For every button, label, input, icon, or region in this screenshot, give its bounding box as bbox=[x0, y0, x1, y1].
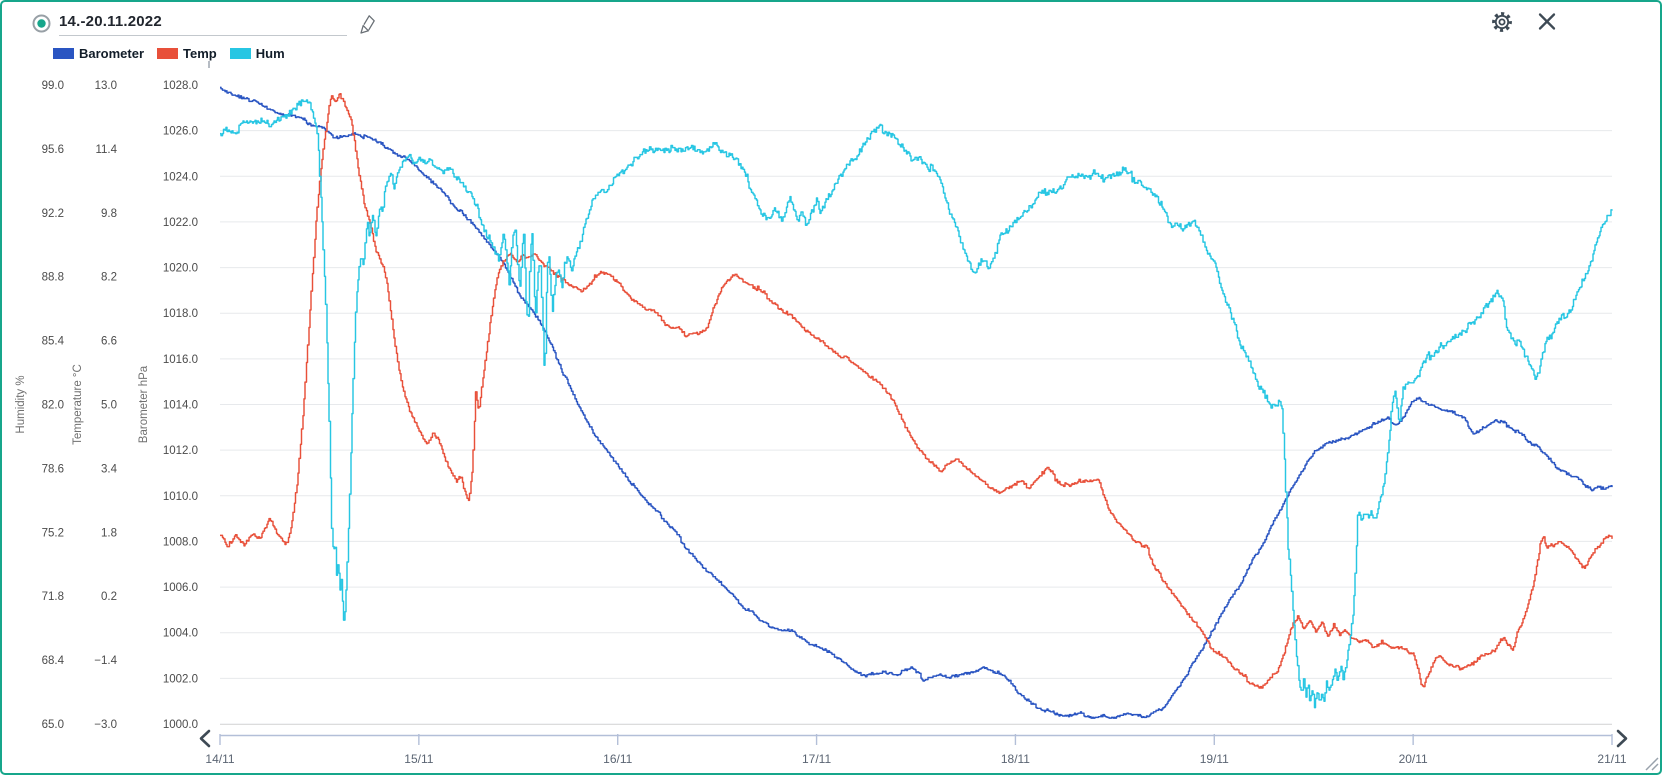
y-tick-label-baro: 1026.0 bbox=[163, 126, 198, 138]
y-tick-label-temp: 0.2 bbox=[101, 591, 117, 603]
y-tick-label-baro: 1024.0 bbox=[163, 171, 198, 183]
header-bar: 14.-20.11.2022 bbox=[2, 2, 1660, 44]
y-tick-label-baro: 1020.0 bbox=[163, 263, 198, 275]
y-tick-label-temp: 8.2 bbox=[101, 272, 117, 284]
y-tick-label-hum: 92.2 bbox=[42, 208, 64, 220]
y-tick-label-hum: 71.8 bbox=[42, 591, 64, 603]
y-tick-label-baro: 1014.0 bbox=[163, 400, 198, 412]
x-tick-label: 14/11 bbox=[205, 752, 234, 766]
y-tick-label-temp: 6.6 bbox=[101, 336, 117, 348]
y-tick-label-baro: 1028.0 bbox=[163, 80, 198, 92]
axis-title-temp: Temperature °C bbox=[72, 364, 84, 445]
legend-item-temp[interactable]: Temp bbox=[157, 46, 217, 61]
y-tick-label-hum: 88.8 bbox=[42, 272, 64, 284]
resize-handle-icon[interactable] bbox=[1645, 757, 1659, 771]
x-tick-label: 19/11 bbox=[1200, 752, 1229, 766]
gear-icon[interactable] bbox=[1491, 11, 1513, 33]
y-tick-label-hum: 85.4 bbox=[42, 336, 65, 348]
legend-label: Barometer bbox=[79, 46, 145, 61]
y-tick-label-baro: 1008.0 bbox=[163, 536, 198, 548]
record-icon[interactable] bbox=[32, 14, 51, 33]
legend-item-hum[interactable]: Hum bbox=[229, 46, 285, 61]
y-tick-label-hum: 99.0 bbox=[42, 80, 64, 92]
y-tick-label-baro: 1016.0 bbox=[163, 354, 198, 366]
x-tick-label: 21/11 bbox=[1597, 752, 1626, 766]
close-icon[interactable] bbox=[1537, 12, 1557, 31]
axis-title-hum: Humidity % bbox=[15, 375, 27, 433]
y-tick-label-baro: 1006.0 bbox=[163, 582, 198, 594]
date-range-input[interactable]: 14.-20.11.2022 bbox=[59, 13, 347, 36]
y-tick-label-baro: 1000.0 bbox=[163, 719, 198, 731]
x-tick-label: 17/11 bbox=[802, 752, 831, 766]
y-tick-label-hum: 95.6 bbox=[42, 144, 64, 156]
legend-label: Temp bbox=[183, 46, 217, 61]
legend-swatch bbox=[229, 48, 251, 59]
x-tick-label: 15/11 bbox=[404, 752, 433, 766]
y-tick-label-baro: 1010.0 bbox=[163, 491, 198, 503]
y-tick-label-temp: 9.8 bbox=[101, 208, 117, 220]
legend-label: Hum bbox=[255, 46, 285, 61]
series-line-barometer bbox=[220, 86, 1613, 719]
legend-swatch bbox=[157, 48, 179, 59]
y-tick-label-hum: 75.2 bbox=[42, 527, 64, 539]
x-tick-label: 16/11 bbox=[603, 752, 632, 766]
y-tick-label-baro: 1002.0 bbox=[163, 673, 198, 685]
y-tick-label-temp: 3.4 bbox=[101, 463, 118, 475]
chevron-left-icon[interactable] bbox=[199, 729, 211, 748]
legend-swatch bbox=[53, 48, 74, 59]
y-tick-label-baro: 1022.0 bbox=[163, 217, 198, 229]
edit-pencil-icon[interactable] bbox=[357, 13, 377, 35]
y-tick-label-temp: 1.8 bbox=[101, 527, 117, 539]
x-tick-label: 20/11 bbox=[1399, 752, 1428, 766]
y-tick-label-temp: 13.0 bbox=[95, 80, 117, 92]
y-tick-label-temp: 11.4 bbox=[95, 144, 117, 156]
series-line-hum bbox=[220, 99, 1613, 709]
y-tick-label-hum: 78.6 bbox=[42, 463, 64, 475]
chevron-right-icon[interactable] bbox=[1616, 729, 1628, 748]
y-tick-label-temp: −1.4 bbox=[94, 655, 117, 667]
legend-item-barometer[interactable]: Barometer bbox=[53, 46, 144, 61]
y-tick-label-baro: 1018.0 bbox=[163, 308, 198, 320]
y-tick-label-hum: 65.0 bbox=[42, 719, 64, 731]
axis-title-baro: Barometer hPa bbox=[138, 365, 150, 443]
y-tick-label-hum: 68.4 bbox=[42, 655, 65, 667]
y-tick-label-temp: −3.0 bbox=[94, 719, 117, 731]
x-tick-label: 18/11 bbox=[1001, 752, 1030, 766]
series-line-temp bbox=[220, 92, 1613, 689]
y-tick-label-baro: 1004.0 bbox=[163, 628, 198, 640]
y-tick-label-hum: 82.0 bbox=[42, 400, 64, 412]
chart-legend: Barometer Temp Hum bbox=[53, 46, 298, 61]
y-tick-label-baro: 1012.0 bbox=[163, 445, 198, 457]
y-tick-label-temp: 5.0 bbox=[101, 400, 117, 412]
